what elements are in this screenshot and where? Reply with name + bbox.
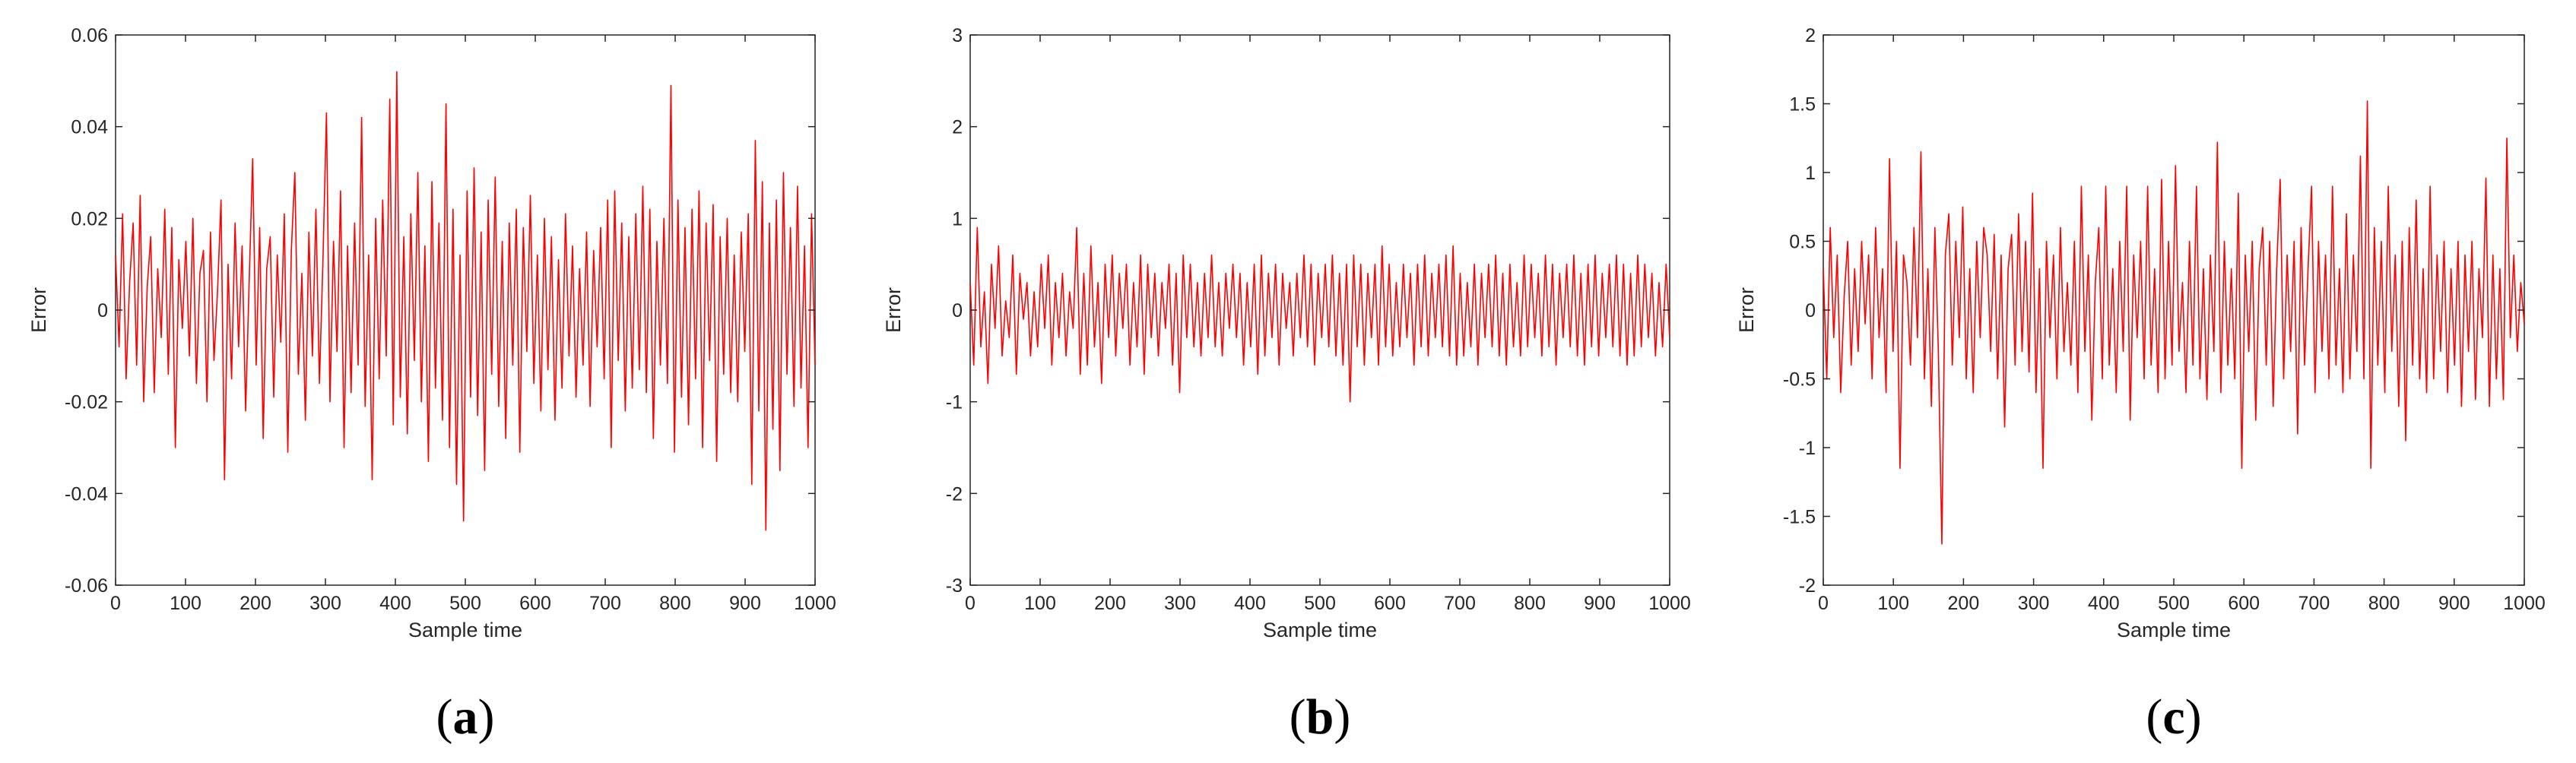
x-tick-label: 200 — [1948, 593, 1980, 614]
y-tick-label: -2 — [946, 483, 963, 505]
x-tick-label: 700 — [2298, 593, 2330, 614]
caption-close-paren: ) — [1334, 689, 1350, 745]
x-tick-label: 0 — [110, 593, 121, 614]
panel-caption: (b) — [1290, 689, 1351, 745]
x-tick-label: 1000 — [794, 593, 836, 614]
x-tick-label: 900 — [2438, 593, 2470, 614]
x-tick-label: 0 — [1818, 593, 1829, 614]
y-axis-label: Error — [1735, 287, 1758, 333]
chart-panel-c: 0 100 200 300 400 500 600 700 800 900 1000 -2 -1.5 -1… — [1735, 25, 2546, 745]
y-tick-label: -1.5 — [1783, 507, 1816, 528]
x-tick-label: 200 — [1094, 593, 1126, 614]
series-line — [969, 226, 1670, 403]
y-tick-label: 0.04 — [71, 117, 108, 138]
x-tick-label: 900 — [729, 593, 761, 614]
chart-panel-b: 0 100 200 300 400 500 600 700 800 900 1000 -3 -2 -1 0 1… — [882, 25, 1691, 745]
y-tick-label: 3 — [952, 25, 963, 46]
x-tick-label: 500 — [2158, 593, 2190, 614]
chart-panel-a: 0 100 200 300 400 500 600 700 800 900 1000 -0.06 -0.… — [27, 25, 836, 745]
x-axis-label: Sample time — [408, 619, 522, 641]
y-axis-label: Error — [27, 287, 50, 333]
y-tick-label: 0 — [97, 300, 108, 321]
x-tick-label: 100 — [1877, 593, 1909, 614]
y-tick-label: 1 — [952, 208, 963, 230]
x-tick-label: 400 — [379, 593, 411, 614]
x-tick-label: 600 — [2228, 593, 2260, 614]
y-tick-label: -0.02 — [65, 392, 108, 413]
x-tick-label: 100 — [1024, 593, 1056, 614]
y-tick-label: 0 — [1805, 300, 1816, 321]
x-tick-label: 700 — [1444, 593, 1476, 614]
x-tick-label: 800 — [2368, 593, 2400, 614]
panel-caption: (a) — [436, 689, 495, 745]
y-tick-label: 0.06 — [71, 25, 108, 46]
x-tick-label: 1000 — [1648, 593, 1691, 614]
x-tick-label: 600 — [1374, 593, 1406, 614]
caption-close-paren: ) — [478, 689, 495, 745]
caption-open-paren: ( — [436, 689, 453, 745]
x-tick-label: 100 — [170, 593, 201, 614]
x-tick-label: 700 — [589, 593, 621, 614]
y-axis-label: Error — [882, 287, 905, 333]
series-line — [115, 71, 816, 531]
x-tick-label: 800 — [659, 593, 691, 614]
x-tick-label: 500 — [449, 593, 481, 614]
caption-letter: b — [1306, 689, 1334, 745]
y-tick-label: 0.02 — [71, 208, 108, 230]
x-tick-label: 200 — [240, 593, 271, 614]
x-tick-label: 900 — [1584, 593, 1616, 614]
y-tick-label: 0 — [952, 300, 963, 321]
y-tick-label: -0.06 — [65, 575, 108, 597]
y-tick-label: -0.5 — [1783, 369, 1816, 391]
y-tick-label: -2 — [1799, 575, 1816, 597]
y-tick-label: 2 — [952, 117, 963, 138]
panel-caption: (c) — [2146, 689, 2201, 745]
x-axis-label: Sample time — [1263, 619, 1377, 641]
x-tick-label: 400 — [1234, 593, 1266, 614]
y-tick-label: 0.5 — [1789, 232, 1816, 253]
x-tick-label: 300 — [1164, 593, 1196, 614]
x-tick-label: 600 — [519, 593, 551, 614]
y-tick-label: 1 — [1805, 163, 1816, 184]
y-tick-label: -3 — [946, 575, 963, 597]
x-tick-label: 0 — [965, 593, 976, 614]
x-axis-label: Sample time — [2117, 619, 2231, 641]
y-tick-label: -1 — [946, 392, 963, 413]
caption-close-paren: ) — [2185, 689, 2202, 745]
caption-letter: c — [2162, 689, 2184, 745]
x-tick-label: 1000 — [2503, 593, 2546, 614]
x-tick-label: 800 — [1514, 593, 1546, 614]
series-line — [1823, 100, 2525, 545]
y-tick-label: 2 — [1805, 25, 1816, 46]
x-tick-label: 300 — [2018, 593, 2050, 614]
x-tick-label: 400 — [2088, 593, 2120, 614]
caption-letter: a — [453, 689, 478, 745]
caption-open-paren: ( — [1290, 689, 1306, 745]
x-tick-label: 300 — [309, 593, 341, 614]
y-tick-label: -1 — [1799, 438, 1816, 459]
x-tick-label: 500 — [1304, 593, 1336, 614]
caption-open-paren: ( — [2146, 689, 2162, 745]
y-tick-label: 1.5 — [1789, 94, 1816, 116]
y-tick-label: -0.04 — [65, 483, 108, 505]
